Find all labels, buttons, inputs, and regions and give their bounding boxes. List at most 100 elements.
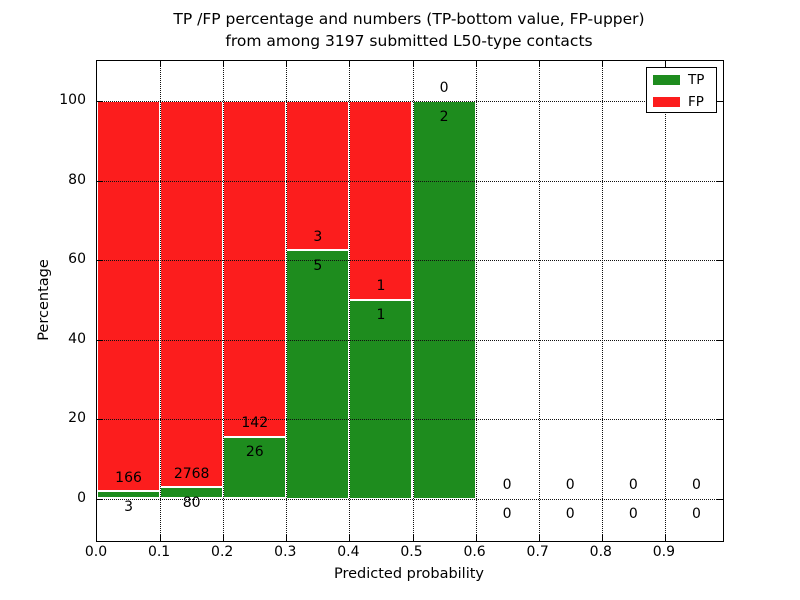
gridline-horizontal bbox=[97, 180, 723, 182]
plot-area: TP FP 166 3 2768 80 142 26 3 5 1 1 0 2 0 0 0 0 0 0 0 0 bbox=[96, 60, 724, 542]
bar-label-fp: 3 bbox=[313, 228, 323, 245]
bar-label-fp: 166 bbox=[115, 469, 142, 486]
x-tick-label: 0.2 bbox=[211, 544, 234, 560]
x-tick-mark bbox=[349, 535, 351, 541]
gridline-vertical bbox=[412, 61, 414, 541]
y-tick-label: 80 bbox=[68, 171, 86, 188]
gridline-vertical bbox=[223, 61, 225, 541]
chart-title-line1: TP /FP percentage and numbers (TP-bottom… bbox=[173, 10, 645, 28]
x-tick-label: 0.7 bbox=[526, 544, 549, 560]
x-tick-mark bbox=[286, 535, 288, 541]
legend-entry-tp: TP bbox=[653, 70, 716, 90]
y-axis-label: Percentage bbox=[36, 259, 52, 341]
gridline-vertical bbox=[601, 61, 603, 541]
y-tick-label: 40 bbox=[68, 330, 86, 347]
x-tick-label: 0.1 bbox=[147, 544, 171, 560]
bar-label-tp: 2 bbox=[439, 108, 449, 125]
gridline-vertical bbox=[349, 61, 351, 541]
bar-segment-tp bbox=[349, 299, 413, 499]
bar-label-fp: 142 bbox=[241, 415, 269, 432]
legend-entry-fp: FP bbox=[653, 92, 716, 112]
bar-label-fp: 0 bbox=[628, 477, 638, 493]
bar-label-tp: 0 bbox=[502, 506, 512, 522]
bar-label-tp: 5 bbox=[313, 257, 323, 274]
gridline-vertical bbox=[664, 61, 666, 541]
gridline-horizontal bbox=[97, 101, 723, 102]
bar-label-fp: 0 bbox=[565, 477, 575, 493]
gridline-vertical bbox=[160, 61, 162, 541]
y-tick-label: 20 bbox=[68, 410, 86, 426]
x-tick-label: 0.8 bbox=[589, 544, 612, 560]
bar-label-fp: 0 bbox=[439, 79, 449, 96]
x-tick-mark bbox=[349, 61, 351, 67]
bar-label-fp: 1 bbox=[376, 278, 386, 295]
y-tick-mark bbox=[717, 419, 723, 420]
bar-label-fp: 0 bbox=[502, 477, 512, 493]
x-tick-mark bbox=[412, 61, 414, 67]
x-tick-mark bbox=[160, 535, 162, 541]
y-tick-mark bbox=[717, 101, 723, 102]
x-axis-label: Predicted probability bbox=[333, 566, 485, 582]
x-tick-mark bbox=[475, 535, 477, 541]
x-tick-label: 0.5 bbox=[400, 544, 423, 560]
bar-label-fp: 2768 bbox=[173, 465, 210, 482]
bar-label-tp: 26 bbox=[245, 444, 264, 461]
y-tick-mark bbox=[97, 101, 103, 102]
x-tick-mark bbox=[601, 535, 603, 541]
y-tick-label: 100 bbox=[59, 92, 86, 108]
y-tick-mark bbox=[717, 180, 723, 182]
fp-color-swatch-icon bbox=[653, 97, 680, 107]
x-tick-label: 0.6 bbox=[463, 544, 486, 560]
bar-label-tp: 0 bbox=[691, 506, 701, 522]
legend: TP FP bbox=[646, 67, 717, 113]
bar-label-tp: 3 bbox=[124, 498, 133, 515]
bar-segment-fp bbox=[160, 101, 224, 488]
x-tick-mark bbox=[223, 535, 225, 541]
bar-label-tp: 1 bbox=[376, 307, 386, 324]
legend-label-tp: TP bbox=[688, 72, 705, 88]
x-tick-mark bbox=[664, 61, 666, 67]
bar-label-tp: 0 bbox=[565, 506, 575, 522]
bar-segment-fp bbox=[223, 101, 287, 437]
x-tick-mark bbox=[664, 535, 666, 541]
bar-segment-tp bbox=[286, 250, 350, 499]
x-tick-label: 0.3 bbox=[274, 544, 297, 560]
gridline-horizontal bbox=[97, 260, 723, 261]
y-tick-mark bbox=[97, 260, 103, 261]
y-tick-label: 60 bbox=[68, 251, 86, 267]
gridline-horizontal bbox=[97, 419, 723, 420]
chart-title: TP /FP percentage and numbers (TP-bottom… bbox=[96, 8, 722, 52]
gridline-vertical bbox=[286, 61, 288, 541]
y-tick-mark bbox=[97, 419, 103, 420]
legend-label-fp: FP bbox=[688, 94, 704, 110]
bar-segment-tp bbox=[97, 491, 161, 499]
x-tick-mark bbox=[160, 61, 162, 67]
x-tick-label: 0.0 bbox=[84, 544, 108, 560]
x-tick-label: 0.9 bbox=[652, 544, 676, 560]
x-tick-mark bbox=[412, 535, 414, 541]
gridline-vertical bbox=[475, 61, 477, 541]
y-tick-mark bbox=[717, 260, 723, 261]
x-tick-mark bbox=[475, 61, 477, 67]
y-tick-mark bbox=[717, 339, 723, 341]
x-tick-mark bbox=[538, 61, 540, 67]
gridline-horizontal bbox=[97, 498, 723, 500]
y-tick-mark bbox=[97, 498, 103, 500]
gridline-vertical bbox=[538, 61, 540, 541]
bar-segment-fp bbox=[349, 101, 413, 300]
bar-label-tp: 0 bbox=[628, 506, 638, 522]
gridline-horizontal bbox=[97, 339, 723, 341]
x-tick-mark bbox=[286, 61, 288, 67]
y-tick-label: 0 bbox=[77, 489, 86, 506]
x-tick-mark bbox=[538, 535, 540, 541]
bar-label-fp: 0 bbox=[691, 477, 701, 493]
y-tick-mark bbox=[717, 498, 723, 500]
x-tick-label: 0.4 bbox=[337, 544, 360, 560]
y-tick-mark bbox=[97, 180, 103, 182]
x-tick-mark bbox=[223, 61, 225, 67]
bar-segment-tp bbox=[412, 101, 476, 499]
bar-label-tp: 80 bbox=[182, 494, 201, 511]
x-tick-mark bbox=[601, 61, 603, 67]
tp-color-swatch-icon bbox=[653, 75, 680, 85]
